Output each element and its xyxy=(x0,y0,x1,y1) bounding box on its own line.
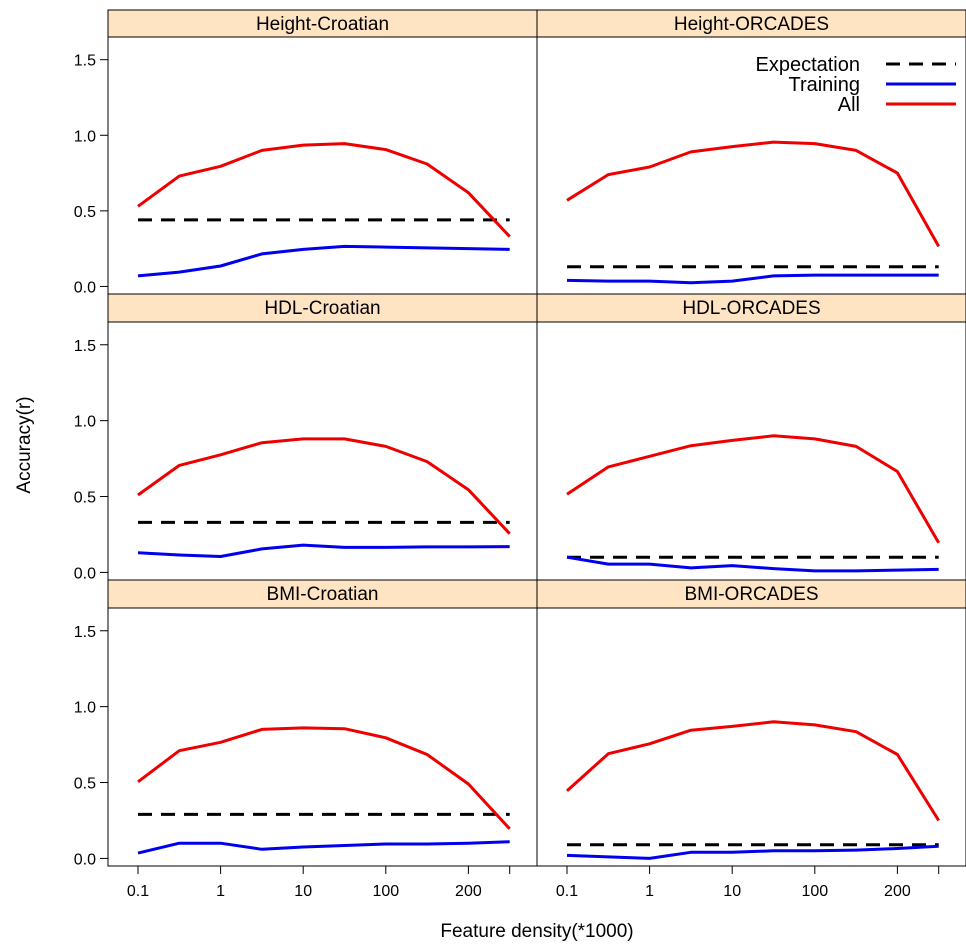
x-tick-label: 1 xyxy=(216,883,225,900)
all-line-height-orcades xyxy=(566,140,941,248)
x-axis-title: Feature density(*1000) xyxy=(440,921,633,942)
panel-bmi-orcades: BMI-ORCADES xyxy=(536,579,966,867)
strip-title-hdl-orcades: HDL-ORCADES xyxy=(682,298,820,319)
all-line-bmi-orcades xyxy=(565,720,940,822)
y-tick-label: 1.0 xyxy=(74,700,96,717)
legend-label-expectation: Expectation xyxy=(755,54,860,76)
plot-frame-bmi-orcades xyxy=(536,607,966,867)
x-tick-label: 100 xyxy=(372,883,399,900)
plot-frame-height-croatian xyxy=(107,36,538,295)
x-tick-label: 10 xyxy=(723,883,741,900)
plot-frame-height-orcades xyxy=(536,36,966,295)
y-tick-label: 0.5 xyxy=(74,204,96,221)
training-line-height-orcades xyxy=(566,273,939,285)
x-tick-label: 0.1 xyxy=(556,883,578,900)
y-tick-label: 1.5 xyxy=(74,53,96,70)
axes-layer: 0.0 0.5 1.0 1.5 0.0 0.5 1.0 1.5 0.0 0.5 1.0 1.5 0.1 1… xyxy=(74,53,940,900)
y-tick-label: 0.5 xyxy=(74,776,96,793)
strip-bmi-orcades xyxy=(536,579,966,609)
panel-bmi-croatian: BMI-Croatian xyxy=(107,579,538,867)
training-line-bmi-orcades xyxy=(566,844,939,860)
x-tick-label: 200 xyxy=(884,883,911,900)
panel-height-orcades: Height-ORCADES xyxy=(536,9,966,295)
plot-frame-bmi-croatian xyxy=(107,607,538,867)
strip-title-height-croatian: Height-Croatian xyxy=(256,14,389,35)
y-tick-label: 0.0 xyxy=(74,279,96,296)
strip-title-bmi-orcades: BMI-ORCADES xyxy=(684,584,818,605)
strip-title-hdl-croatian: HDL-Croatian xyxy=(264,298,380,319)
y-axis-title: Accuracy(r) xyxy=(14,396,35,493)
y-tick-label: 1.5 xyxy=(74,624,96,641)
y-tick-label: 0.5 xyxy=(74,490,96,507)
x-tick-label: 0.1 xyxy=(127,883,149,900)
panels-layer: Height-Croatian Height-ORCADES HDL-Croatia… xyxy=(107,9,966,867)
strip-height-orcades xyxy=(536,9,966,38)
y-tick-label: 0.0 xyxy=(74,851,96,868)
panel-hdl-croatian: HDL-Croatian xyxy=(107,293,538,581)
training-line-bmi-croatian xyxy=(137,840,510,855)
y-tick-label: 1.0 xyxy=(74,414,96,431)
training-line-height-croatian xyxy=(137,244,510,278)
plot-frame-hdl-croatian xyxy=(107,321,538,581)
legend-label-all: All xyxy=(838,94,860,116)
strip-hdl-orcades xyxy=(536,293,966,323)
y-tick-label: 0.0 xyxy=(74,565,96,582)
y-tick-label: 1.0 xyxy=(74,128,96,145)
strip-title-bmi-croatian: BMI-Croatian xyxy=(267,584,379,605)
y-tick-label: 1.5 xyxy=(74,338,96,355)
legend-label-training: Training xyxy=(788,74,860,96)
all-line-hdl-croatian xyxy=(137,437,511,535)
x-tick-label: 100 xyxy=(801,883,828,900)
x-tick-label: 200 xyxy=(455,883,482,900)
all-line-bmi-croatian xyxy=(137,726,511,830)
strip-height-croatian xyxy=(107,9,538,38)
all-line-hdl-orcades xyxy=(566,434,940,544)
training-line-hdl-orcades xyxy=(566,555,939,573)
all-line-height-croatian xyxy=(137,142,511,238)
plot-frame-hdl-orcades xyxy=(536,321,966,581)
panel-height-croatian: Height-Croatian xyxy=(107,9,538,295)
panel-hdl-orcades: HDL-ORCADES xyxy=(536,293,966,581)
training-line-hdl-croatian xyxy=(137,543,510,558)
strip-title-height-orcades: Height-ORCADES xyxy=(674,14,829,35)
x-tick-label: 1 xyxy=(645,883,654,900)
x-tick-label: 10 xyxy=(294,883,312,900)
